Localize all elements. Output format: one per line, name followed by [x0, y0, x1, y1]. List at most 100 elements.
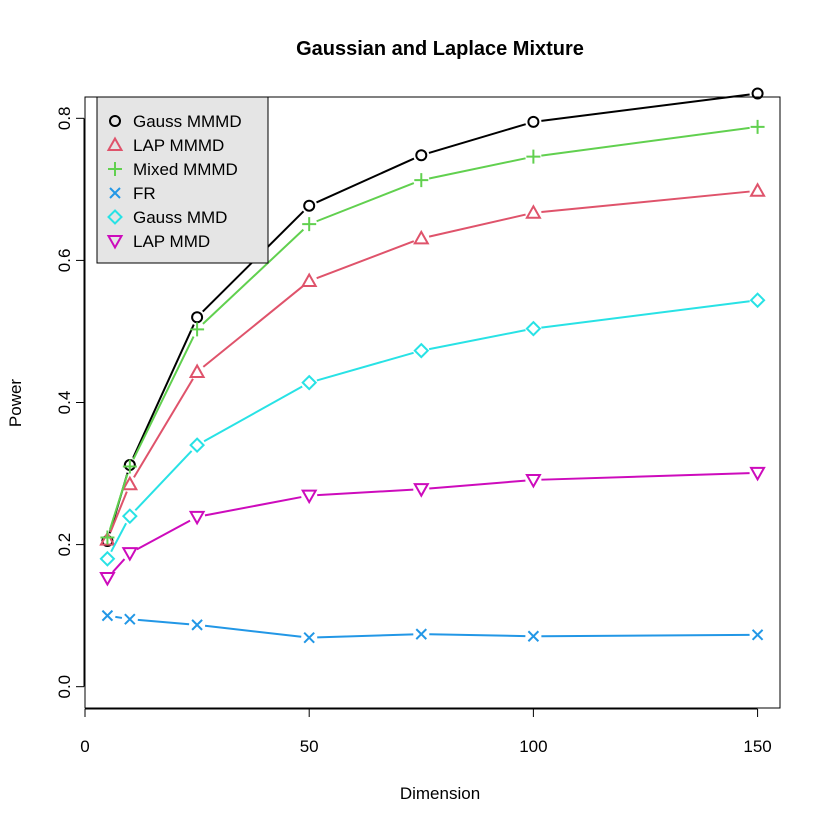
- data-point: [188, 510, 206, 526]
- data-point: [303, 199, 316, 212]
- x-tick-label: 100: [519, 737, 547, 756]
- legend-marker: [109, 115, 121, 127]
- legend-label: Gauss MMD: [133, 208, 227, 227]
- series-line-segment: [317, 633, 414, 639]
- series-line-segment: [541, 472, 750, 481]
- data-point: [121, 475, 139, 491]
- series-line-segment: [317, 488, 414, 497]
- legend-label: FR: [133, 184, 156, 203]
- series-line-segment: [132, 324, 195, 459]
- legend-marker: [109, 187, 121, 199]
- data-point: [750, 119, 765, 134]
- series-line-segment: [136, 519, 191, 551]
- series-line-segment: [137, 618, 190, 626]
- legend: Gauss MMMD LAP MMMD Mixed MMMD FR Gauss MMD L…: [96, 96, 269, 264]
- data-point: [413, 229, 430, 245]
- series-line-segment: [115, 615, 123, 619]
- data-point: [303, 631, 315, 644]
- data-point: [525, 204, 542, 219]
- series-line-segment: [429, 479, 526, 490]
- y-tick-label: 0.0: [55, 675, 74, 699]
- series-line-segment: [428, 157, 526, 180]
- data-point: [751, 629, 764, 641]
- data-point: [190, 322, 205, 337]
- y-tick-label: 0.4: [55, 391, 74, 415]
- series-lap-mmd: [99, 466, 766, 587]
- series-gauss-mmd: [99, 292, 766, 567]
- data-point: [121, 547, 139, 562]
- series-line-segment: [541, 126, 750, 157]
- series-line-segment: [202, 285, 304, 368]
- series-line-segment: [132, 336, 195, 460]
- series-fr: [101, 609, 764, 644]
- data-point: [526, 149, 541, 164]
- series-line-segment: [428, 213, 526, 238]
- legend-label: LAP MMMD: [133, 136, 224, 155]
- series-line-segment: [316, 240, 415, 280]
- data-point: [749, 292, 766, 309]
- data-point: [301, 374, 318, 391]
- legend-box: [96, 96, 269, 264]
- series-line-segment: [541, 93, 750, 122]
- legend-marker: [106, 136, 124, 151]
- data-point: [300, 272, 318, 288]
- series-line-segment: [203, 385, 303, 443]
- data-point: [415, 149, 428, 162]
- data-point: [527, 630, 540, 642]
- data-point: [124, 613, 136, 625]
- series-line-segment: [204, 496, 302, 517]
- series-line-segment: [112, 558, 126, 573]
- y-tick-label: 0.6: [55, 249, 74, 273]
- legend-marker: [107, 209, 123, 225]
- axes: 0 50 100 150 0.0 0.2 0.4 0.6 0.8: [55, 106, 772, 756]
- data-point: [99, 571, 116, 587]
- series-line-segment: [541, 300, 750, 329]
- data-point: [749, 466, 766, 482]
- data-point: [415, 628, 427, 640]
- legend-label: Mixed MMMD: [133, 160, 238, 179]
- data-point: [99, 550, 116, 567]
- series-line-segment: [316, 182, 415, 223]
- series-mixed-mmmd: [100, 119, 765, 545]
- data-point: [121, 508, 138, 525]
- series-line-segment: [133, 378, 194, 478]
- data-point: [414, 173, 429, 188]
- series-line-segment: [109, 491, 128, 533]
- data-point: [189, 437, 206, 454]
- series-line-segment: [316, 351, 414, 382]
- series-line-segment: [428, 123, 527, 154]
- data-point: [749, 182, 766, 197]
- legend-label: LAP MMD: [133, 232, 210, 251]
- legend-label: Gauss MMMD: [133, 112, 242, 131]
- series-line-segment: [316, 157, 415, 204]
- chart-title: Gaussian and Laplace Mixture: [296, 38, 584, 60]
- data-point: [413, 342, 430, 359]
- series-line-segment: [541, 633, 750, 638]
- series-line-segment: [110, 522, 127, 553]
- data-point: [300, 489, 318, 505]
- data-point: [100, 530, 115, 545]
- data-point: [99, 531, 116, 546]
- x-axis-label: Dimension: [400, 784, 480, 803]
- series-line-segment: [202, 228, 305, 325]
- legend-marker: [106, 235, 124, 250]
- data-point: [413, 483, 430, 498]
- data-point: [302, 217, 317, 232]
- x-tick-label: 150: [743, 737, 771, 756]
- y-axis-label: Power: [6, 379, 25, 428]
- data-point: [191, 311, 204, 324]
- data-point: [525, 473, 542, 489]
- series-lap-mmmd: [99, 182, 766, 546]
- plot-frame: [84, 96, 781, 709]
- plot-series: [99, 87, 766, 644]
- x-tick-label: 50: [300, 737, 319, 756]
- series-line-segment: [541, 190, 750, 214]
- series-line-segment: [204, 624, 302, 638]
- data-point: [751, 87, 764, 100]
- data-point: [101, 609, 114, 622]
- data-point: [191, 619, 203, 631]
- data-point: [188, 363, 206, 378]
- series-line-segment: [108, 473, 129, 531]
- data-point: [527, 115, 540, 128]
- data-point: [122, 459, 137, 474]
